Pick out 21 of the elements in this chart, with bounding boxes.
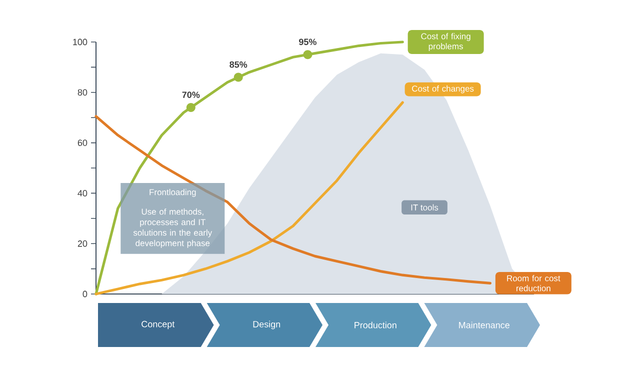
annotation: 85% [230, 61, 248, 68]
y-tick-label: 20 [78, 240, 88, 247]
line-series [94, 115, 492, 284]
text: Production [354, 322, 396, 328]
text: Concept [142, 320, 175, 330]
annotation: 95% [299, 38, 316, 46]
y-tick-label: 100 [73, 38, 88, 46]
series-label: Room for cost reduction [507, 275, 560, 292]
text: Design [253, 320, 280, 330]
y-tick-label: 40 [78, 190, 88, 196]
y-tick-label: 80 [78, 89, 88, 96]
text: Cost of fixing problems [421, 33, 470, 51]
annotation: 70% [182, 92, 200, 98]
text: Maintenance [459, 322, 510, 328]
y-tick-label: 0 [82, 290, 88, 298]
series-label: IT tools [411, 204, 438, 210]
line-series [94, 101, 404, 296]
annotation: Frontloading [150, 188, 196, 197]
series-label: Cost of changes [412, 85, 474, 94]
annotation: Use of methods, processes and IT solutions in the early development phase [133, 208, 212, 248]
y-tick-label: 60 [78, 140, 88, 146]
